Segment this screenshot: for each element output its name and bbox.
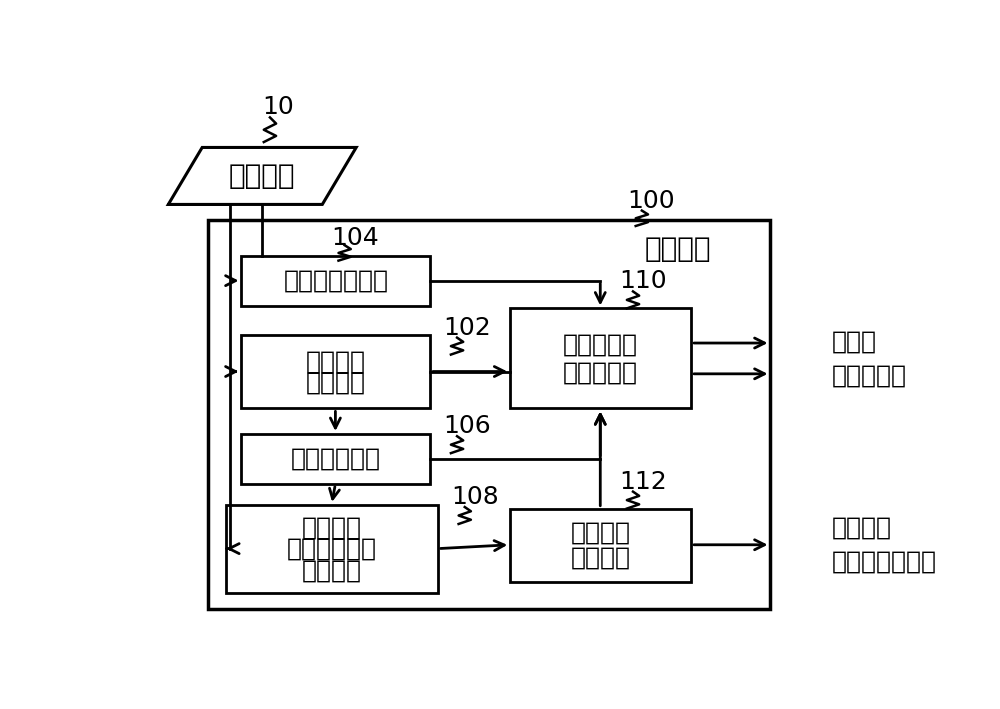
- Text: 颜色预测码: 颜色预测码: [832, 364, 907, 387]
- Text: 编码装置: 编码装置: [645, 235, 711, 263]
- Text: 108: 108: [451, 485, 499, 509]
- Bar: [241, 256, 430, 306]
- Text: 104: 104: [331, 225, 379, 250]
- Polygon shape: [168, 147, 356, 204]
- Bar: [208, 220, 770, 609]
- Text: 100: 100: [627, 189, 675, 213]
- Bar: [226, 505, 438, 593]
- Bar: [241, 335, 430, 408]
- Text: 10: 10: [262, 94, 294, 118]
- Text: 102: 102: [443, 316, 491, 340]
- Bar: [241, 434, 430, 484]
- Text: 生成单元: 生成单元: [302, 559, 362, 583]
- Bar: [510, 308, 691, 408]
- Text: 结构码: 结构码: [832, 330, 877, 354]
- Text: 编码单元: 编码单元: [571, 545, 631, 569]
- Text: 颜色信息: 颜色信息: [832, 516, 892, 540]
- Text: 112: 112: [619, 469, 667, 493]
- Text: 106: 106: [443, 414, 491, 438]
- Bar: [510, 508, 691, 581]
- Text: 体素数据: 体素数据: [229, 162, 296, 190]
- Text: 颜色信息: 颜色信息: [302, 515, 362, 540]
- Text: 上下文生成单元: 上下文生成单元: [283, 269, 388, 293]
- Text: （预测误差）码: （预测误差）码: [832, 549, 937, 574]
- Text: 颜色信息: 颜色信息: [571, 521, 631, 545]
- Text: 生成单元: 生成单元: [306, 371, 366, 395]
- Text: 110: 110: [619, 269, 667, 294]
- Text: 结构信息: 结构信息: [306, 349, 366, 373]
- Text: 颜色预测单元: 颜色预测单元: [291, 447, 381, 471]
- Text: （预测误差）: （预测误差）: [287, 537, 377, 561]
- Text: 的编码单元: 的编码单元: [563, 360, 638, 384]
- Text: 基于上下文: 基于上下文: [563, 333, 638, 357]
